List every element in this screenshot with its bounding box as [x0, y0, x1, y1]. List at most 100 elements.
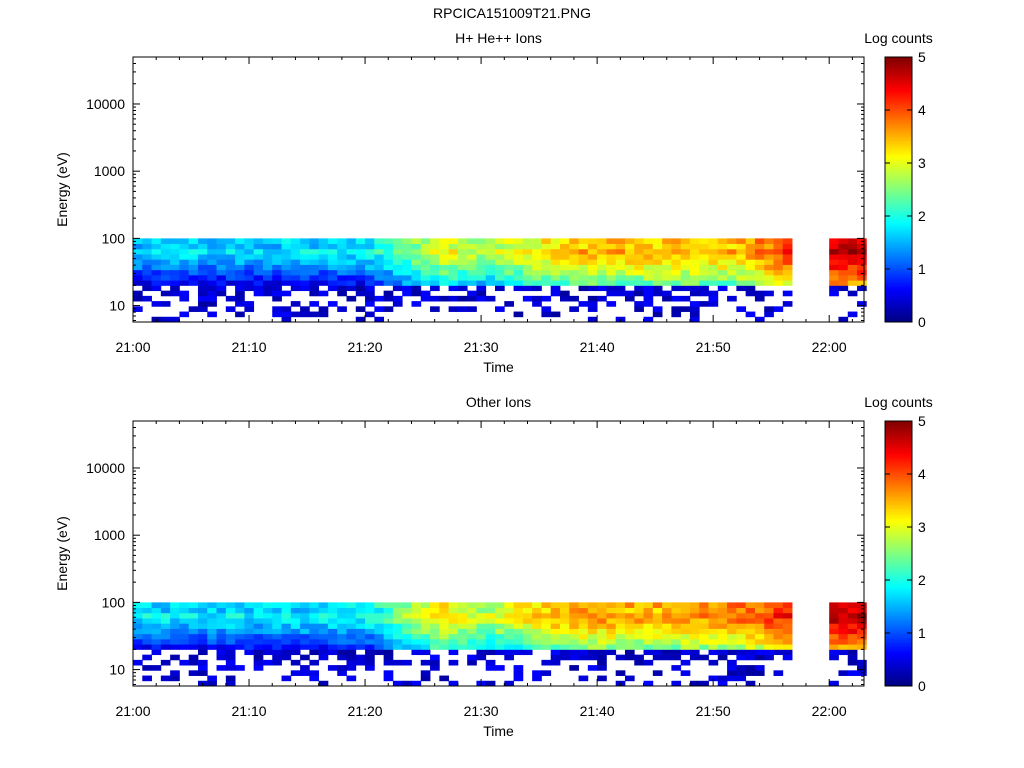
heatmap-cell — [587, 295, 598, 302]
heatmap-cell — [346, 254, 357, 260]
heatmap-cell — [708, 607, 719, 614]
heatmap-cell — [365, 254, 375, 260]
colorbar-segment — [885, 588, 912, 592]
colorbar-segment — [885, 121, 912, 124]
heatmap-cell — [188, 618, 199, 624]
heatmap-cell — [550, 311, 561, 318]
colorbar-segment — [885, 251, 912, 255]
colorbar-segment — [885, 176, 912, 179]
heatmap-cell — [179, 290, 190, 297]
heatmap-cell — [745, 248, 756, 255]
heatmap-cell — [272, 290, 282, 297]
colorbar-tick-label: 0 — [918, 678, 926, 694]
heatmap-cell — [587, 248, 598, 255]
heatmap-cell — [216, 248, 227, 255]
heatmap-cell — [829, 290, 839, 297]
heatmap-cell — [578, 243, 589, 250]
heatmap-cell — [262, 633, 273, 640]
heatmap-cell — [652, 623, 663, 629]
heatmap-cell — [235, 295, 245, 302]
heatmap-cell — [829, 654, 839, 661]
heatmap-cell — [272, 654, 282, 661]
heatmap-cell — [411, 612, 422, 619]
colorbar-segment — [885, 90, 912, 93]
heatmap-cell — [244, 285, 255, 292]
colorbar-segment — [885, 105, 912, 109]
heatmap-cell — [745, 602, 756, 609]
heatmap-cell — [272, 285, 282, 292]
colorbar-segment — [885, 140, 912, 144]
heatmap-cell — [225, 644, 236, 650]
colorbar-tick-label: 1 — [918, 261, 926, 277]
heatmap-cell — [467, 269, 477, 276]
heatmap-cell — [207, 638, 217, 645]
heatmap-cell — [467, 612, 477, 619]
colorbar-segment — [885, 202, 912, 206]
heatmap-cell — [560, 638, 570, 645]
heatmap-cell — [689, 248, 700, 255]
heatmap-cell — [736, 306, 747, 312]
heatmap-cell — [309, 269, 320, 276]
heatmap-cell — [281, 644, 292, 650]
heatmap-cell — [448, 612, 459, 619]
colorbar-segment — [885, 220, 912, 224]
heatmap-cell — [495, 649, 505, 656]
heatmap-cell — [569, 628, 579, 635]
heatmap-cell — [281, 311, 292, 318]
heatmap-cell — [560, 238, 570, 245]
heatmap-cell — [634, 290, 644, 297]
heatmap-cell — [606, 607, 617, 614]
heatmap-cell — [671, 238, 682, 245]
heatmap-cell — [643, 280, 654, 286]
colorbar-segment — [885, 533, 912, 537]
heatmap-cell — [745, 628, 756, 635]
heatmap-cell — [457, 248, 468, 255]
heatmap-cell — [754, 649, 765, 656]
heatmap-cell — [587, 654, 598, 661]
heatmap-cell — [829, 243, 839, 250]
x-tick-label: 21:00 — [115, 339, 150, 355]
heatmap-cell — [495, 259, 505, 265]
colorbar-segment — [885, 165, 912, 168]
heatmap-cell — [671, 274, 682, 281]
heatmap-cell — [727, 274, 737, 281]
heatmap-cell — [708, 638, 719, 645]
heatmap-cell — [485, 280, 496, 286]
heatmap-cell — [160, 316, 171, 323]
heatmap-cell — [699, 285, 709, 292]
colorbar-segment — [885, 493, 912, 497]
heatmap-cell — [411, 644, 422, 650]
heatmap-cell — [318, 280, 329, 286]
heatmap-cell — [448, 280, 459, 286]
heatmap-cell — [782, 618, 793, 624]
heatmap-cell — [207, 602, 217, 609]
heatmap-cell — [624, 243, 635, 250]
heatmap-cell — [662, 623, 672, 629]
heatmap-cell — [281, 602, 292, 609]
colorbar-segment — [885, 502, 912, 506]
heatmap-cell — [847, 628, 858, 635]
heatmap-cell — [532, 285, 542, 292]
heatmap-cell — [857, 280, 867, 286]
heatmap-cell — [467, 633, 477, 640]
heatmap-cell — [727, 243, 737, 250]
heatmap-cell — [522, 295, 533, 302]
heatmap-cell — [587, 306, 598, 312]
heatmap-cell — [300, 306, 310, 312]
heatmap-cell — [383, 306, 394, 312]
heatmap-cell — [550, 612, 561, 619]
heatmap-cell — [857, 659, 867, 666]
heatmap-cell — [439, 238, 449, 245]
heatmap-cell — [745, 259, 756, 265]
heatmap-cell — [532, 269, 542, 276]
heatmap-cell — [671, 649, 682, 656]
colorbar-segment — [885, 264, 912, 268]
colorbar-segment — [885, 421, 912, 424]
heatmap-cell — [235, 285, 245, 292]
heatmap-cell — [680, 638, 691, 645]
colorbar-segment — [885, 573, 912, 577]
heatmap-cell — [197, 649, 208, 656]
heatmap-cell — [457, 618, 468, 624]
heatmap-cell — [420, 243, 431, 250]
heatmap-cell — [133, 238, 143, 245]
